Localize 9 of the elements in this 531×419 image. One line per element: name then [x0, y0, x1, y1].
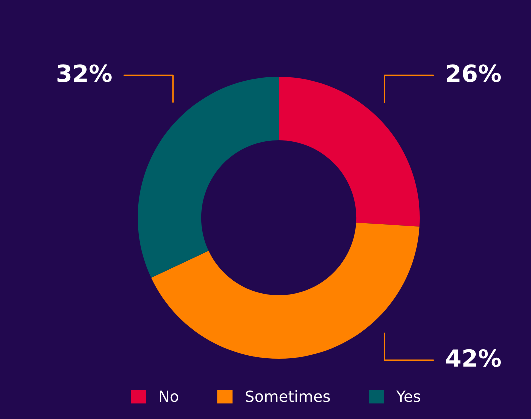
donut-slice — [138, 77, 279, 278]
data-label: 32% — [58, 64, 112, 82]
legend-label: Sometimes — [246, 390, 330, 402]
legend-label: No — [160, 390, 178, 402]
legend-label: Yes — [396, 390, 420, 402]
donut-slice — [151, 222, 420, 359]
donut-slice — [279, 77, 420, 227]
data-label: 26% — [447, 64, 502, 82]
data-label: 42% — [446, 349, 502, 368]
